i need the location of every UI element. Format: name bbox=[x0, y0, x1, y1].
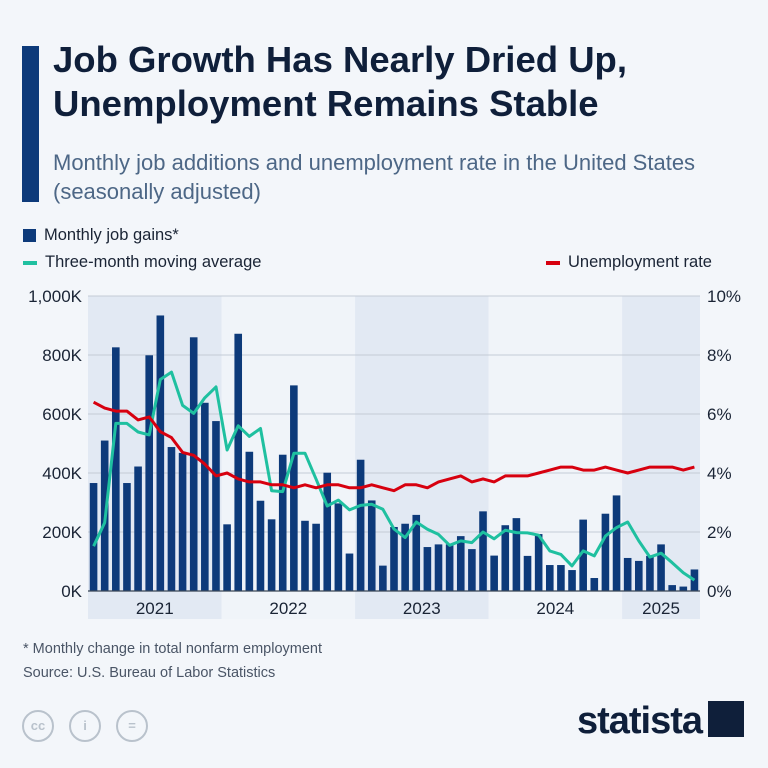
bar-job-gains bbox=[178, 452, 187, 591]
bar-job-gains bbox=[401, 523, 409, 591]
bar-job-gains bbox=[145, 355, 153, 591]
year-band bbox=[221, 296, 356, 619]
bar-job-gains bbox=[256, 500, 265, 591]
bar-job-gains bbox=[323, 472, 332, 591]
no-derivatives-icon: = bbox=[116, 710, 148, 742]
year-band bbox=[355, 296, 489, 619]
legend-label: Unemployment rate bbox=[568, 253, 712, 271]
year-band bbox=[88, 296, 222, 619]
legend-item-job-gains: Monthly job gains* bbox=[23, 226, 179, 245]
bar-job-gains bbox=[612, 495, 621, 591]
line-swatch-icon bbox=[546, 260, 560, 265]
year-band bbox=[488, 296, 623, 619]
bar-job-gains bbox=[278, 454, 287, 591]
bar-job-gains bbox=[223, 524, 231, 591]
bar-job-gains bbox=[657, 544, 665, 591]
y-left-tick-label: 800K bbox=[42, 346, 82, 365]
bar-swatch-icon bbox=[23, 229, 36, 243]
bar-job-gains bbox=[445, 544, 454, 591]
bar-job-gains bbox=[668, 585, 676, 591]
bar-job-gains bbox=[89, 483, 98, 591]
bar-job-gains bbox=[534, 534, 543, 591]
source: Source: U.S. Bureau of Labor Statistics bbox=[23, 665, 276, 681]
bar-job-gains bbox=[379, 565, 387, 591]
x-tick-label: 2022 bbox=[269, 599, 307, 618]
bar-job-gains bbox=[501, 525, 510, 591]
bar-job-gains bbox=[590, 578, 599, 591]
logo-mark-icon bbox=[708, 700, 744, 737]
line-moving-average bbox=[92, 370, 696, 582]
legend-item-unemployment: Unemployment rate bbox=[546, 253, 712, 272]
legend-label: Three-month moving average bbox=[45, 253, 262, 271]
y-left-tick-label: 0K bbox=[61, 582, 82, 601]
title-accent-bar bbox=[22, 46, 39, 202]
x-tick-label: 2021 bbox=[136, 599, 174, 618]
x-tick-label: 2024 bbox=[536, 599, 574, 618]
bar-job-gains bbox=[523, 555, 532, 591]
legend-label: Monthly job gains* bbox=[44, 226, 179, 244]
bar-job-gains bbox=[545, 565, 554, 591]
y-right-tick-label: 10% bbox=[707, 287, 741, 306]
line-unemployment-rate bbox=[92, 400, 695, 493]
y-left-tick-label: 200K bbox=[42, 523, 82, 542]
bar-job-gains bbox=[568, 570, 576, 591]
bar-job-gains bbox=[456, 536, 465, 591]
footnote: * Monthly change in total nonfarm employ… bbox=[23, 641, 323, 657]
bar-job-gains bbox=[601, 513, 610, 591]
bar-job-gains bbox=[423, 547, 432, 591]
bar-job-gains bbox=[557, 565, 565, 591]
bar-job-gains bbox=[201, 402, 209, 591]
bar-job-gains bbox=[623, 557, 632, 591]
y-right-tick-label: 6% bbox=[707, 405, 732, 424]
bar-job-gains bbox=[334, 503, 343, 591]
bar-job-gains bbox=[312, 523, 320, 591]
y-right-tick-label: 2% bbox=[707, 523, 732, 542]
bar-job-gains bbox=[112, 347, 120, 591]
y-right-tick-label: 0% bbox=[707, 582, 732, 601]
bar-job-gains bbox=[412, 514, 421, 591]
bar-job-gains bbox=[301, 520, 309, 591]
bar-job-gains bbox=[134, 466, 142, 591]
y-left-tick-label: 600K bbox=[42, 405, 82, 424]
statista-logo: statista bbox=[577, 700, 744, 743]
bar-job-gains bbox=[479, 511, 487, 591]
bar-job-gains bbox=[390, 526, 398, 591]
bar-job-gains bbox=[234, 333, 243, 591]
bar-job-gains bbox=[646, 555, 654, 591]
bar-job-gains bbox=[679, 586, 688, 591]
bar-job-gains bbox=[635, 560, 643, 591]
bar-job-gains bbox=[468, 549, 476, 591]
bar-job-gains bbox=[434, 544, 443, 591]
line-swatch-icon bbox=[23, 260, 37, 265]
x-tick-label: 2025 bbox=[642, 599, 680, 618]
cc-icon: cc bbox=[22, 710, 54, 742]
x-tick-label: 2023 bbox=[403, 599, 441, 618]
bar-job-gains bbox=[356, 459, 365, 591]
bar-job-gains bbox=[690, 569, 699, 591]
brand-wordmark: statista bbox=[576, 700, 703, 742]
bar-job-gains bbox=[579, 519, 587, 591]
legend-item-moving-average: Three-month moving average bbox=[23, 253, 261, 272]
bar-job-gains bbox=[167, 447, 176, 591]
y-left-tick-label: 400K bbox=[42, 464, 82, 483]
bar-job-gains bbox=[512, 518, 521, 591]
page-title: Job Growth Has Nearly Dried Up, Unemploy… bbox=[53, 39, 627, 124]
bar-job-gains bbox=[367, 500, 376, 591]
bar-job-gains bbox=[156, 315, 165, 591]
bar-job-gains bbox=[267, 519, 276, 591]
bar-job-gains bbox=[345, 553, 354, 591]
y-left-tick-label: 1,000K bbox=[28, 287, 83, 306]
attribution-icon: i bbox=[69, 710, 101, 742]
bar-job-gains bbox=[490, 555, 498, 591]
bar-job-gains bbox=[245, 451, 254, 591]
bar-job-gains bbox=[123, 483, 131, 591]
bar-job-gains bbox=[212, 421, 220, 591]
subtitle: Monthly job additions and unemployment r… bbox=[53, 150, 696, 204]
y-right-tick-label: 8% bbox=[707, 346, 732, 365]
bar-job-gains bbox=[189, 337, 198, 591]
y-right-tick-label: 4% bbox=[707, 464, 732, 483]
